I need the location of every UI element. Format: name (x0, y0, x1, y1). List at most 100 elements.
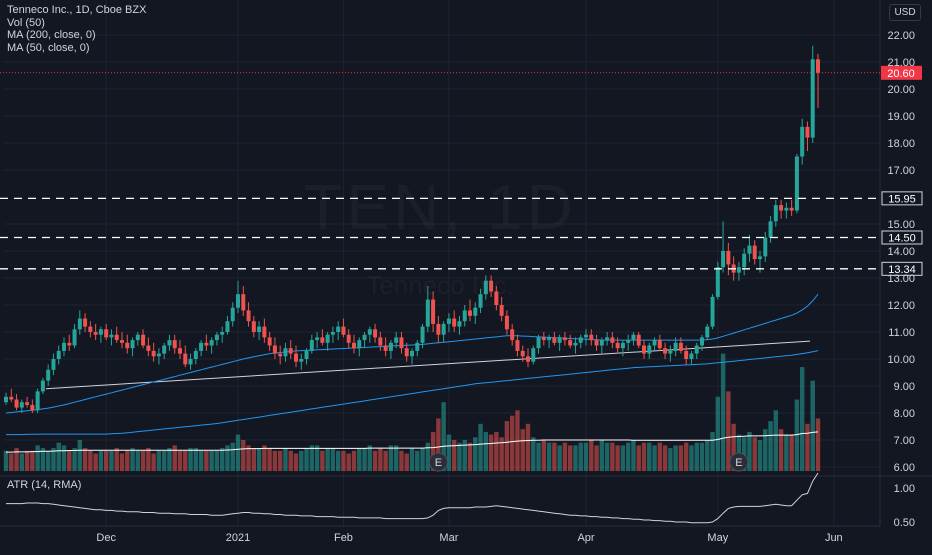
time-tick-label: Jun (825, 532, 843, 544)
volume-bar (430, 431, 436, 472)
candle-body (9, 396, 14, 400)
candle-body (668, 350, 673, 354)
volume-bar (778, 429, 784, 472)
volume-bar (82, 448, 88, 472)
candle-body (209, 340, 214, 346)
volume-bar (330, 448, 336, 472)
candle-body (357, 340, 362, 349)
legend-ma50[interactable]: MA (50, close, 0) (7, 41, 90, 54)
volume-bar (731, 423, 736, 472)
volume-bar (335, 450, 341, 472)
level-label-box (881, 191, 923, 206)
ma50-line (5, 293, 819, 414)
legend-vol[interactable]: Vol (50) (7, 16, 45, 29)
time-tick-label: Feb (334, 532, 353, 544)
price-tick-label: 22.00 (887, 30, 915, 42)
candle-body (615, 342, 620, 349)
volume-bar (272, 450, 278, 472)
volume-bar (51, 448, 56, 472)
volume-bar (156, 450, 162, 472)
volume-bar (794, 399, 800, 472)
candle-body (383, 345, 388, 351)
volume-bar (636, 445, 641, 472)
candle-body (251, 321, 256, 332)
volume-bar (752, 437, 757, 472)
volume-bar (30, 450, 35, 472)
candle-body (378, 337, 383, 346)
price-tick-label: 6.00 (894, 462, 915, 474)
volume-bar (451, 440, 457, 472)
price-tick-label: 14.00 (887, 246, 915, 258)
price-tick-label: 17.00 (887, 165, 915, 177)
volume-bar (3, 450, 9, 472)
volume-bar (246, 445, 251, 472)
candle-body (816, 59, 820, 73)
volume-bar (668, 448, 673, 472)
candle-body (283, 348, 288, 357)
volume-bar (135, 450, 141, 472)
volume-bar (114, 448, 119, 472)
currency-badge[interactable]: USD (889, 4, 921, 21)
candle-body (19, 402, 24, 408)
candle-body (747, 245, 752, 254)
volume-bar (509, 415, 515, 472)
candle-body (599, 340, 604, 346)
volume-bar (641, 442, 647, 472)
legend-atr[interactable]: ATR (14, RMA) (7, 479, 82, 491)
candle-body (536, 337, 541, 349)
level-label: 13.34 (888, 264, 916, 276)
volume-bar (747, 431, 752, 472)
volume-bar (209, 450, 214, 472)
volume-bar (662, 445, 668, 472)
candle-body (457, 321, 462, 327)
volume-bar (573, 445, 578, 472)
volume-bar (45, 450, 51, 472)
candle-body (4, 396, 8, 403)
volume-bar (304, 448, 309, 472)
volume-bar (161, 450, 167, 472)
legend-ma200[interactable]: MA (200, close, 0) (7, 29, 96, 41)
volume-bar (773, 410, 779, 472)
candle-body (631, 334, 636, 341)
volume-bar (620, 445, 626, 472)
volume-bar (710, 431, 715, 472)
candle-body (578, 337, 583, 343)
volume-ma-line (6, 431, 819, 453)
levels: 15.95 14.50 13.34 20.60 (0, 65, 923, 276)
candle-body (636, 334, 641, 346)
volume-bar (499, 437, 504, 472)
volume-bar (325, 448, 330, 472)
atr-line (6, 472, 819, 524)
candle-body (415, 342, 420, 351)
candle-body (794, 156, 799, 211)
candles (4, 45, 820, 413)
earnings-marker-label: E (435, 457, 442, 469)
legend-title[interactable]: Tenneco Inc., 1D, Cboe BZX (7, 4, 147, 16)
time-tick-label: Mar (439, 532, 458, 544)
volume-bar (172, 445, 177, 472)
volume-bar (393, 445, 399, 472)
volume-bar (446, 434, 452, 472)
price-tick-label: 18.00 (887, 138, 915, 150)
volume-bar (768, 421, 773, 472)
volume-bar (251, 448, 257, 472)
volume-bar (225, 445, 230, 472)
volume-bar (610, 442, 615, 472)
volume-bar (309, 445, 315, 472)
volume-bar (256, 448, 262, 472)
volume-bar (77, 440, 83, 472)
volume-bar (262, 445, 267, 472)
price-tick-label: 15.00 (887, 219, 915, 231)
candle-body (721, 251, 726, 268)
volume-bar (293, 453, 299, 472)
candle-body (40, 380, 45, 392)
volume-bar (699, 442, 705, 472)
volume-bar (520, 429, 525, 472)
candle-body (262, 326, 267, 338)
last-price-box (881, 65, 922, 80)
watermark-name: Tenneco Inc. (366, 270, 514, 300)
candle-body (46, 369, 51, 381)
earnings-marker (428, 452, 448, 472)
